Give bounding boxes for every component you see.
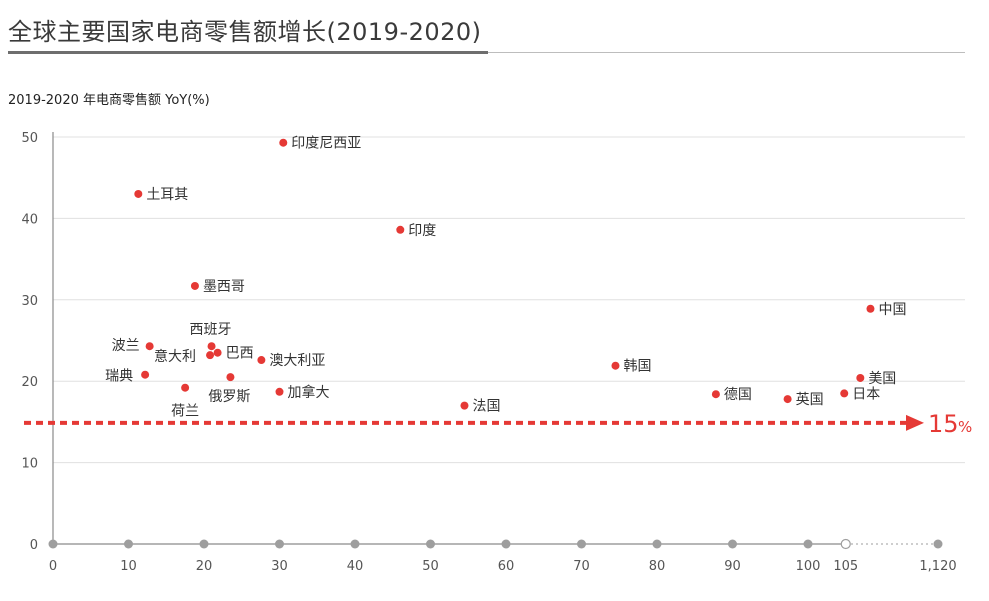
- data-point: [181, 383, 190, 392]
- x-tick-dot: [199, 539, 209, 549]
- x-tick-label: 20: [196, 559, 213, 574]
- data-point: [190, 281, 199, 290]
- point-label: 日本: [852, 386, 880, 402]
- data-point: [840, 389, 849, 398]
- data-point: [866, 304, 875, 313]
- x-tick-label: 0: [49, 559, 57, 574]
- title-underline: [8, 51, 488, 54]
- x-tick-dot: [501, 539, 511, 549]
- point-label: 荷兰: [171, 404, 199, 420]
- x-tick-label: 1,120: [919, 559, 956, 574]
- title-divider: [488, 52, 965, 53]
- data-point: [396, 225, 405, 234]
- point-label: 西班牙: [190, 322, 232, 338]
- x-tick-label: 90: [724, 559, 741, 574]
- data-point: [207, 342, 216, 351]
- y-axis-label: 2019-2020 年电商零售额 YoY(%): [8, 92, 210, 108]
- y-tick-label: 30: [21, 294, 38, 309]
- x-tick-label: 40: [347, 559, 364, 574]
- point-label: 德国: [724, 387, 752, 403]
- point-label: 加拿大: [288, 384, 330, 401]
- x-tick-dot: [275, 539, 284, 549]
- data-point: [275, 387, 284, 396]
- y-tick-label: 10: [21, 457, 38, 472]
- x-tick-label: 80: [649, 559, 666, 574]
- data-point: [226, 373, 235, 382]
- point-label: 墨西哥: [203, 279, 245, 295]
- x-tick-dot: [48, 539, 58, 549]
- data-point: [711, 390, 720, 399]
- x-tick-dot: [652, 539, 662, 549]
- y-tick-label: 40: [21, 212, 38, 227]
- point-label: 印度: [408, 223, 436, 239]
- x-tick-label: 100: [796, 559, 821, 574]
- x-tick-dot: [728, 539, 737, 549]
- x-tick-label: 60: [498, 559, 515, 574]
- x-tick-dot: [840, 538, 851, 550]
- point-label: 意大利: [154, 348, 196, 365]
- data-point: [134, 189, 143, 198]
- data-point: [856, 373, 865, 382]
- data-point: [783, 395, 792, 404]
- data-point: [611, 361, 620, 370]
- threshold-arrow-icon: [906, 414, 924, 431]
- y-tick-label: 50: [21, 131, 38, 146]
- point-label: 法国: [472, 399, 500, 415]
- point-label: 俄罗斯: [208, 389, 250, 405]
- data-point: [257, 356, 266, 365]
- point-label: 土耳其: [146, 187, 188, 203]
- data-point: [279, 138, 288, 147]
- x-tick-dot: [803, 539, 813, 549]
- x-tick-dot: [426, 539, 435, 549]
- data-point: [213, 348, 222, 357]
- point-label: 韩国: [623, 359, 651, 375]
- x-tick-dot: [124, 539, 133, 549]
- data-point: [206, 351, 215, 360]
- x-tick-label: 70: [573, 559, 590, 574]
- x-tick-label: 30: [271, 559, 288, 574]
- y-tick-label: 20: [21, 375, 38, 390]
- point-label: 巴西: [226, 346, 254, 362]
- x-tick-dot: [350, 539, 360, 549]
- point-label: 英国: [796, 391, 824, 408]
- x-tick-dot: [577, 539, 586, 549]
- x-tick-label: 10: [120, 559, 137, 574]
- point-label: 澳大利亚: [269, 353, 325, 369]
- y-tick-label: 0: [30, 538, 38, 553]
- x-tick-label: 105: [833, 559, 858, 574]
- point-label: 美国: [868, 371, 896, 387]
- point-label: 瑞典: [105, 369, 133, 385]
- data-point: [145, 342, 154, 351]
- threshold-unit: %: [958, 418, 972, 436]
- data-point: [141, 370, 150, 379]
- point-label: 波兰: [112, 338, 140, 354]
- x-tick-label: 50: [422, 559, 439, 574]
- x-tick-dot: [933, 539, 943, 549]
- point-label: 印度尼西亚: [291, 136, 361, 152]
- threshold-label: 15: [928, 410, 959, 438]
- data-point: [460, 401, 469, 410]
- point-label: 中国: [878, 302, 906, 318]
- chart-title: 全球主要国家电商零售额增长(2019-2020): [8, 18, 482, 46]
